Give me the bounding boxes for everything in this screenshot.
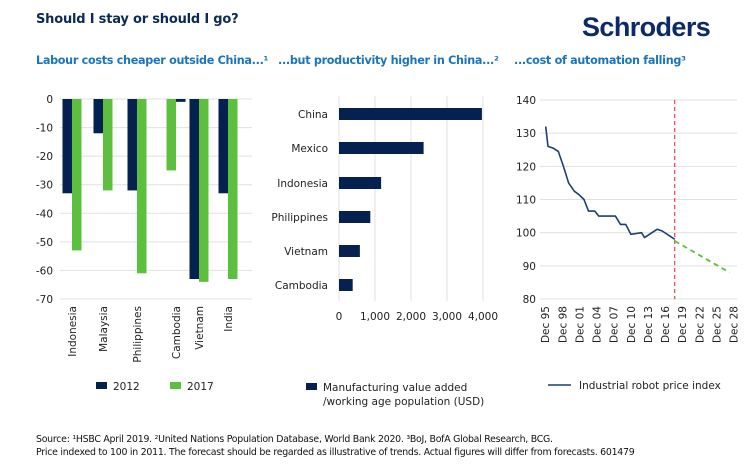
chart3-y-tick-label: 90	[523, 261, 536, 273]
chart1-x-tick-label: Indonesia	[67, 306, 79, 357]
chart3-x-tick-label: Dec 13	[643, 306, 655, 343]
chart3-x-tick-label: Dec 07	[609, 306, 621, 343]
chart1-bar-india-2017	[228, 99, 238, 279]
chart1-bar-vietnam-2012	[189, 99, 199, 279]
chart2-bar-china	[339, 108, 482, 120]
chart3-y-tick-label: 110	[516, 195, 536, 207]
chart3-x-tick-label: Dec 19	[677, 306, 689, 343]
chart3-subtitle: ...cost of automation falling³	[514, 54, 686, 67]
chart3-series-line	[544, 126, 676, 240]
chart1-bar-philippines-2017	[137, 99, 147, 274]
chart3-x-tick-label: Dec 04	[592, 306, 604, 343]
chart3-legend-label: Industrial robot price index	[579, 380, 721, 392]
chart3-x-tick-label: Dec 22	[694, 306, 706, 343]
chart1-y-tick-label: -40	[36, 208, 53, 220]
chart2-x-tick-label: 2,000	[396, 311, 426, 323]
chart2-subtitle: ...but productivity higher in China...²	[278, 54, 499, 67]
chart1-bar-indonesia-2017	[72, 99, 82, 251]
chart1-x-tick-label: Malaysia	[98, 306, 110, 352]
chart1-bar-cambodia-2017	[166, 99, 176, 171]
chart2-y-tick-label: Cambodia	[275, 280, 328, 292]
chart2-x-tick-label: 4,000	[468, 311, 498, 323]
chart2-y-tick-label: Indonesia	[277, 178, 328, 190]
chart1-y-tick-label: -50	[36, 237, 53, 249]
chart1-x-tick-label: Vietnam	[194, 306, 206, 350]
chart3-x-tick-label: Dec 98	[557, 306, 569, 343]
chart2-y-tick-label: Mexico	[291, 143, 328, 155]
chart2-y-tick-label: Philippines	[271, 212, 328, 224]
chart3-forecast-line	[674, 240, 731, 274]
chart1-legend-swatch-2017	[170, 382, 181, 389]
chart2-x-tick-label: 3,000	[432, 311, 462, 323]
chart3-y-tick-label: 130	[516, 128, 536, 140]
chart1-y-tick-label: -60	[36, 265, 53, 277]
chart1-bar-malaysia-2012	[93, 99, 103, 134]
chart1-y-tick-label: -20	[36, 151, 53, 163]
source-line-1: Source: ¹HSBC April 2019. ²United Nation…	[36, 434, 553, 445]
chart1-y-tick-label: 0	[46, 94, 53, 106]
chart3-y-tick-label: 100	[516, 228, 536, 240]
chart1-x-tick-label: Philippines	[132, 306, 144, 363]
chart2-x-tick-label: 0	[336, 311, 343, 323]
chart2-x-tick-label: 1,000	[360, 311, 390, 323]
chart1-legend-swatch-2012	[96, 382, 107, 389]
chart2-bar-mexico	[339, 142, 424, 154]
chart3-x-tick-label: Dec 95	[540, 306, 552, 343]
chart1-bar-india-2012	[218, 99, 228, 194]
chart1-y-tick-label: -10	[36, 123, 53, 135]
chart3-x-tick-label: Dec 25	[711, 306, 723, 343]
chart2-bar-indonesia	[339, 177, 382, 189]
chart1-legend-label-2017: 2017	[187, 381, 214, 393]
chart1-x-tick-label: India	[223, 306, 235, 332]
chart1-bar-cambodia-2012	[176, 99, 186, 102]
source-note: Source: ¹HSBC April 2019. ²United Nation…	[36, 433, 635, 459]
chart2-y-tick-label: China	[298, 109, 328, 121]
chart1-bar-indonesia-2012	[62, 99, 72, 194]
chart1-bar-vietnam-2017	[199, 99, 209, 282]
chart2-legend-swatch	[306, 383, 317, 390]
chart2-bar-vietnam	[339, 245, 360, 257]
chart3-y-tick-label: 140	[516, 95, 536, 107]
chart1-bar-philippines-2012	[127, 99, 137, 191]
chart3-x-tick-label: Dec 28	[729, 306, 741, 343]
chart3-x-tick-label: Dec 16	[660, 306, 672, 343]
chart3-x-tick-label: Dec 01	[574, 306, 586, 343]
chart3-y-tick-label: 120	[516, 161, 536, 173]
chart2-bar-philippines	[339, 211, 371, 223]
source-line-2: Price indexed to 100 in 2011. The foreca…	[36, 447, 635, 458]
schroders-logo: Schroders	[582, 12, 711, 42]
chart3-x-tick-label: Dec 10	[626, 306, 638, 343]
chart2-legend-label-line1: Manufacturing value added	[323, 382, 467, 394]
chart1-bar-malaysia-2017	[103, 99, 113, 191]
page-title: Should I stay or should I go?	[36, 12, 239, 27]
chart2-bar-cambodia	[339, 279, 353, 291]
chart2-legend-label-line2: /working age population (USD)	[323, 396, 484, 408]
chart1-legend-label-2012: 2012	[113, 381, 140, 393]
chart3-y-tick-label: 80	[523, 294, 536, 306]
chart1-x-tick-label: Cambodia	[171, 306, 183, 359]
chart1-y-tick-label: -70	[36, 294, 53, 306]
chart1-subtitle: Labour costs cheaper outside China...¹	[36, 54, 269, 67]
chart2-y-tick-label: Vietnam	[284, 246, 328, 258]
chart1-y-tick-label: -30	[36, 180, 53, 192]
